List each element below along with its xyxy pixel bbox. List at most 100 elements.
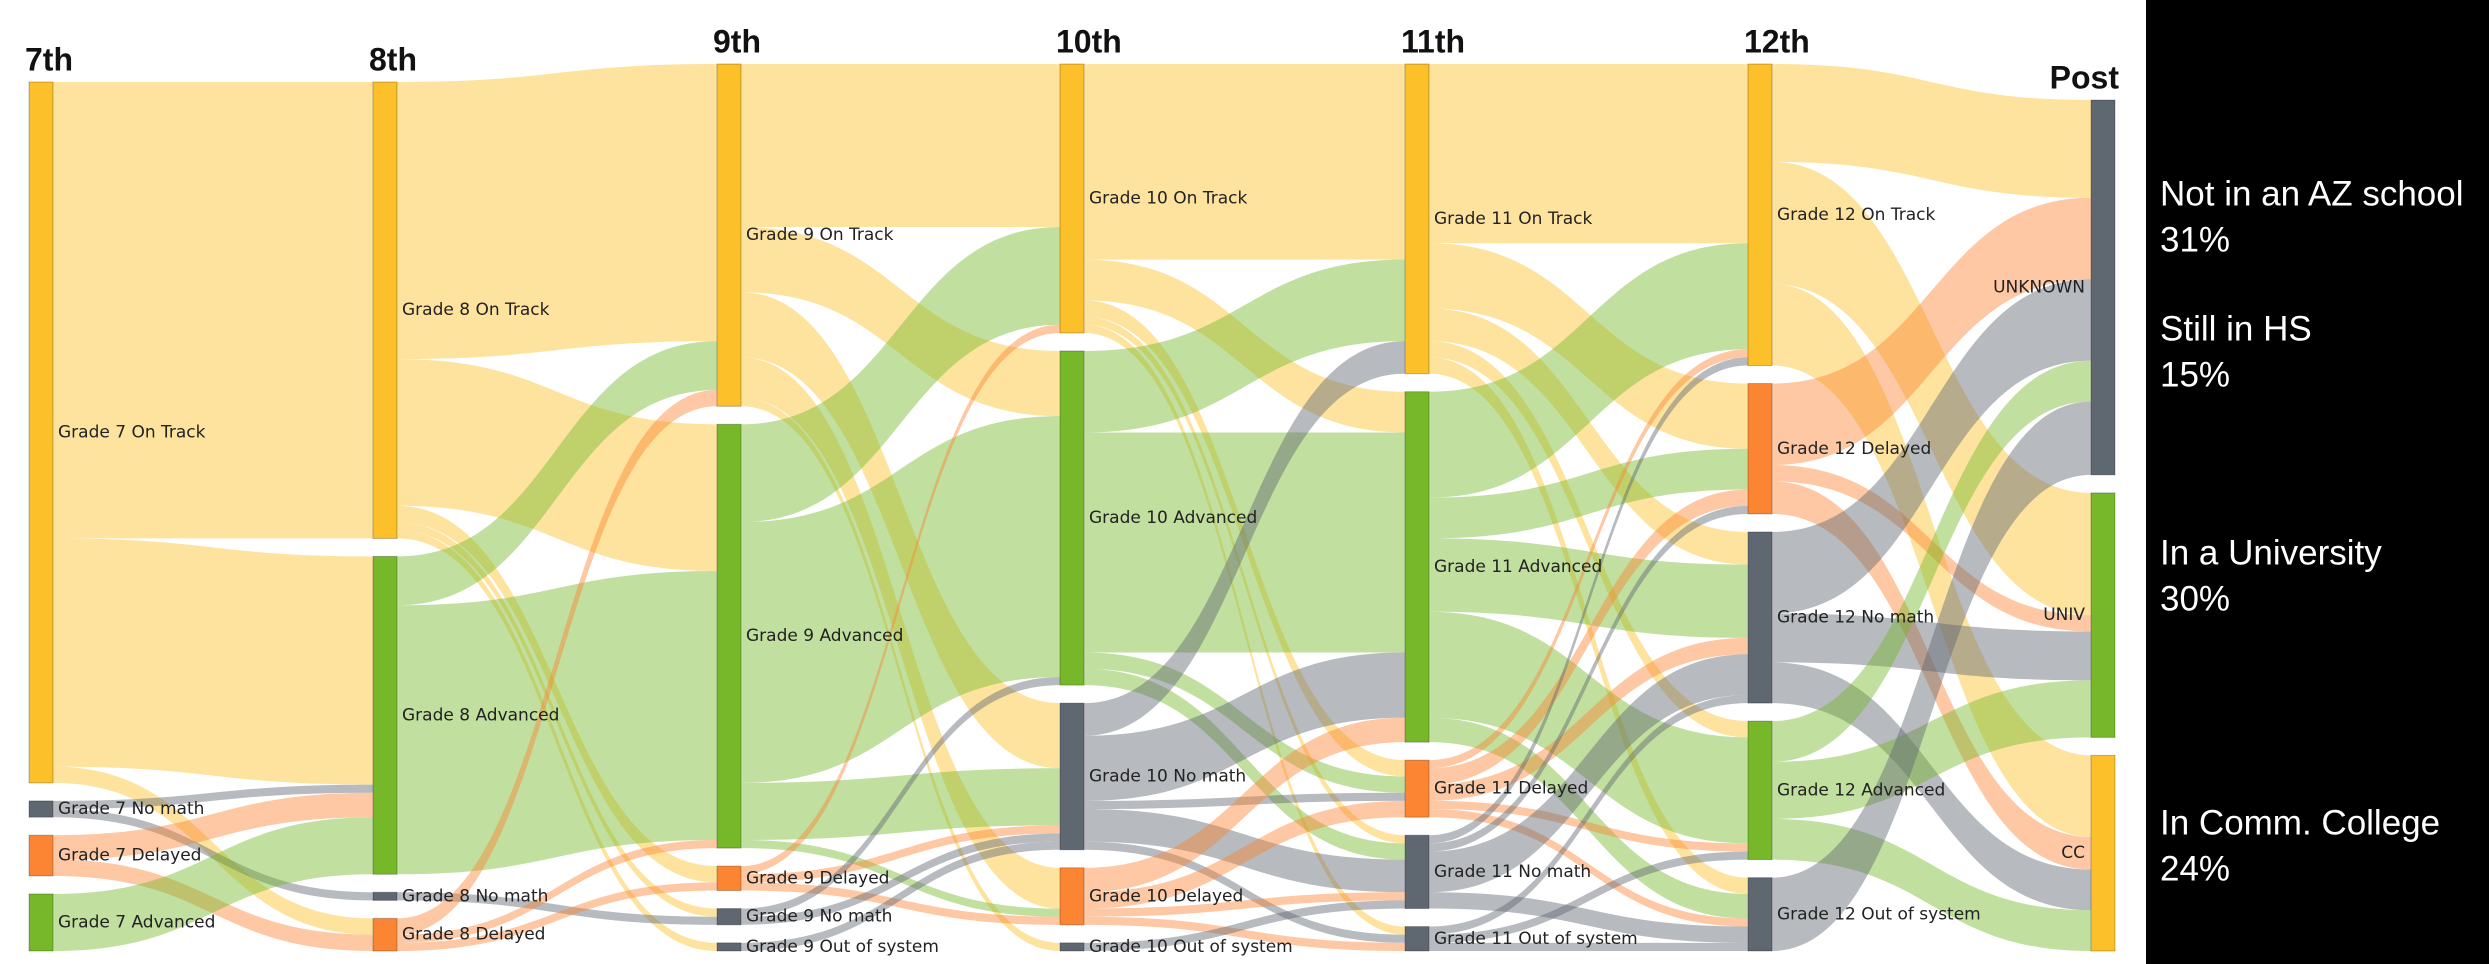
link: [741, 292, 1060, 769]
link: [1429, 892, 1748, 943]
link: [1429, 637, 1748, 801]
link: [1084, 259, 1405, 433]
link: [53, 538, 373, 785]
annotation-panel: [2146, 0, 2489, 964]
link: [1772, 161, 2091, 616]
link: [741, 839, 1060, 917]
link: [1429, 654, 1748, 893]
link: [741, 64, 1060, 227]
link: [741, 882, 1060, 925]
annotation-title: Not in an AZ school: [2160, 174, 2464, 213]
link: [1084, 668, 1405, 860]
link: [741, 768, 1060, 840]
link: [741, 416, 1060, 783]
link: [1429, 341, 1748, 738]
link: [1084, 900, 1405, 951]
node: [716, 942, 742, 952]
link: [1084, 841, 1405, 943]
link: [397, 341, 717, 606]
link: [741, 833, 1060, 925]
link: [1772, 284, 2091, 837]
node-label: Grade 12 Out of system: [1777, 904, 1981, 924]
link: [1084, 792, 1405, 810]
link: [1772, 662, 2091, 911]
node: [2090, 99, 2116, 476]
node: [716, 63, 742, 407]
node-label: CC: [2061, 843, 2085, 863]
labels: 7th Grade 7 On Track Grade 7 No math Grade …: [25, 23, 2464, 956]
link: [1772, 197, 2091, 466]
link: [53, 817, 373, 951]
node: [372, 81, 398, 539]
node: [1747, 383, 1773, 515]
link: [397, 882, 717, 951]
node: [28, 893, 54, 952]
node: [1747, 531, 1773, 704]
link: [1429, 243, 1748, 498]
node: [1059, 942, 1085, 952]
link: [1084, 324, 1405, 935]
link: [1429, 349, 1748, 769]
node: [1404, 926, 1430, 952]
node-label: Grade 12 On Track: [1777, 205, 1935, 225]
link: [1429, 538, 1748, 638]
annotation-value: 24%: [2160, 849, 2230, 888]
node-label: Grade 9 On Track: [746, 225, 894, 245]
node-label: Grade 8 On Track: [402, 300, 550, 320]
node-label: Grade 11 Advanced: [1434, 557, 1602, 577]
node-label: Grade 11 Out of system: [1434, 929, 1638, 949]
link: [397, 571, 717, 875]
node: [2090, 754, 2116, 952]
node: [28, 834, 54, 877]
link: [1429, 357, 1748, 844]
link: [741, 841, 1060, 951]
link: [1429, 357, 1748, 894]
column-header: 9th: [713, 23, 761, 59]
link: [1772, 481, 2091, 870]
node: [1747, 720, 1773, 861]
node-label: UNKNOWN: [1993, 277, 2085, 297]
link: [741, 357, 1060, 909]
link: [1084, 341, 1405, 736]
link: [1429, 448, 1748, 539]
node: [1747, 63, 1773, 367]
link: [1429, 243, 1748, 449]
node-label: Grade 9 Delayed: [746, 868, 889, 888]
link: [53, 792, 373, 860]
node-label: Grade 7 No math: [58, 799, 204, 819]
node-label: Grade 12 Delayed: [1777, 439, 1931, 459]
node-label: Grade 7 On Track: [58, 422, 206, 442]
annotation-title: In a University: [2160, 533, 2382, 572]
link: [53, 82, 373, 539]
column-header: 8th: [369, 41, 417, 77]
link: [1429, 694, 1748, 935]
node: [1404, 834, 1430, 910]
node: [716, 423, 742, 849]
link: [741, 825, 1060, 883]
link: [53, 766, 373, 935]
link: [1429, 851, 1748, 943]
node-label: Grade 12 Advanced: [1777, 780, 1945, 800]
link: [741, 398, 1060, 951]
link: [1772, 279, 2091, 614]
node-label: Grade 10 Out of system: [1089, 937, 1293, 957]
node-label: Grade 12 No math: [1777, 608, 1934, 628]
link: [741, 227, 1060, 523]
link: [1429, 611, 1748, 844]
node-label: Grade 11 On Track: [1434, 209, 1592, 229]
node-label: Grade 11 Delayed: [1434, 779, 1588, 799]
node-label: Grade 8 Delayed: [402, 925, 545, 945]
node: [1747, 877, 1773, 952]
node-label: Grade 8 No math: [402, 886, 548, 906]
node-label: Grade 9 Advanced: [746, 626, 903, 646]
node: [1404, 759, 1430, 818]
link: [1084, 800, 1405, 909]
node-label: Grade 8 Advanced: [402, 705, 559, 725]
link: [1429, 505, 1748, 852]
link: [1084, 432, 1405, 653]
node: [1404, 63, 1430, 375]
node-label: Grade 10 Delayed: [1089, 886, 1243, 906]
link: [1084, 300, 1405, 777]
link: [1429, 942, 1748, 951]
